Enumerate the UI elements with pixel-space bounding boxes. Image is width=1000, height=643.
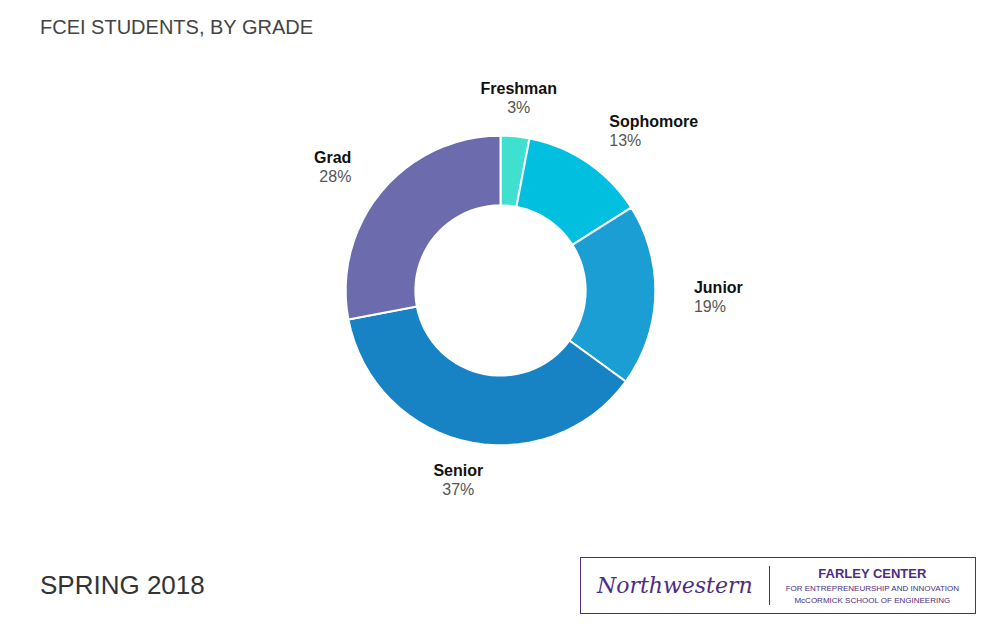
svg-text:Junior: Junior — [694, 279, 743, 296]
svg-text:Sophomore: Sophomore — [609, 113, 698, 130]
svg-text:3%: 3% — [507, 99, 530, 116]
svg-text:13%: 13% — [609, 132, 641, 149]
html-text:SPRING 2018: SPRING 2018 — [40, 569, 205, 600]
html-text:McCORMICK SCHOOL OF ENGINEERIN: McCORMICK SCHOOL OF ENGINEERING — [794, 595, 951, 605]
html-text:FOR ENTREPRENEURSHIP AND INNOV: FOR ENTREPRENEURSHIP AND INNOVATION — [785, 583, 959, 593]
html-text:FCEI STUDENTS, BY GRADE: FCEI STUDENTS, BY GRADE — [40, 16, 313, 38]
html-text:FARLEY CENTER: FARLEY CENTER — [818, 565, 927, 581]
svg-text:Senior: Senior — [433, 462, 483, 479]
html-text:Northwestern: Northwestern — [596, 572, 753, 598]
svg-text:19%: 19% — [694, 298, 726, 315]
svg-text:Freshman: Freshman — [480, 80, 556, 97]
svg-text:37%: 37% — [442, 481, 474, 498]
svg-text:28%: 28% — [319, 168, 351, 185]
svg-text:Grad: Grad — [314, 149, 351, 166]
